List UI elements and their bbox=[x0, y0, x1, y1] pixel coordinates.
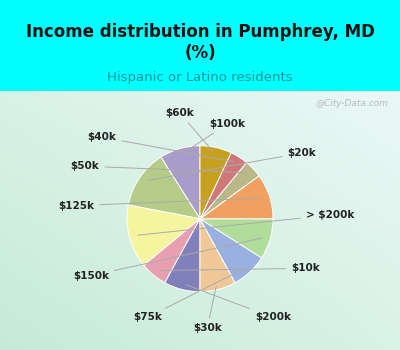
Text: $30k: $30k bbox=[193, 287, 222, 333]
Text: $125k: $125k bbox=[58, 198, 261, 211]
Text: $150k: $150k bbox=[73, 238, 262, 281]
Wedge shape bbox=[200, 219, 262, 283]
Wedge shape bbox=[144, 219, 200, 283]
Text: $20k: $20k bbox=[147, 148, 316, 181]
Text: $200k: $200k bbox=[186, 285, 291, 322]
Text: Hispanic or Latino residents: Hispanic or Latino residents bbox=[107, 71, 293, 84]
Text: $50k: $50k bbox=[70, 161, 246, 173]
Wedge shape bbox=[200, 176, 273, 219]
Wedge shape bbox=[200, 153, 246, 219]
Text: $40k: $40k bbox=[87, 132, 233, 162]
Wedge shape bbox=[200, 219, 235, 292]
Wedge shape bbox=[200, 146, 231, 219]
Text: $60k: $60k bbox=[165, 108, 213, 151]
Text: $10k: $10k bbox=[160, 264, 320, 273]
Text: $100k: $100k bbox=[184, 119, 246, 153]
Text: Income distribution in Pumphrey, MD
(%): Income distribution in Pumphrey, MD (%) bbox=[26, 23, 374, 62]
Text: @City-Data.com: @City-Data.com bbox=[315, 99, 388, 108]
Wedge shape bbox=[200, 219, 273, 258]
Text: $75k: $75k bbox=[133, 269, 244, 322]
Wedge shape bbox=[165, 219, 200, 292]
Wedge shape bbox=[128, 157, 200, 219]
Wedge shape bbox=[127, 205, 200, 265]
Wedge shape bbox=[161, 146, 200, 219]
Text: > $200k: > $200k bbox=[138, 210, 354, 235]
Wedge shape bbox=[200, 162, 259, 219]
